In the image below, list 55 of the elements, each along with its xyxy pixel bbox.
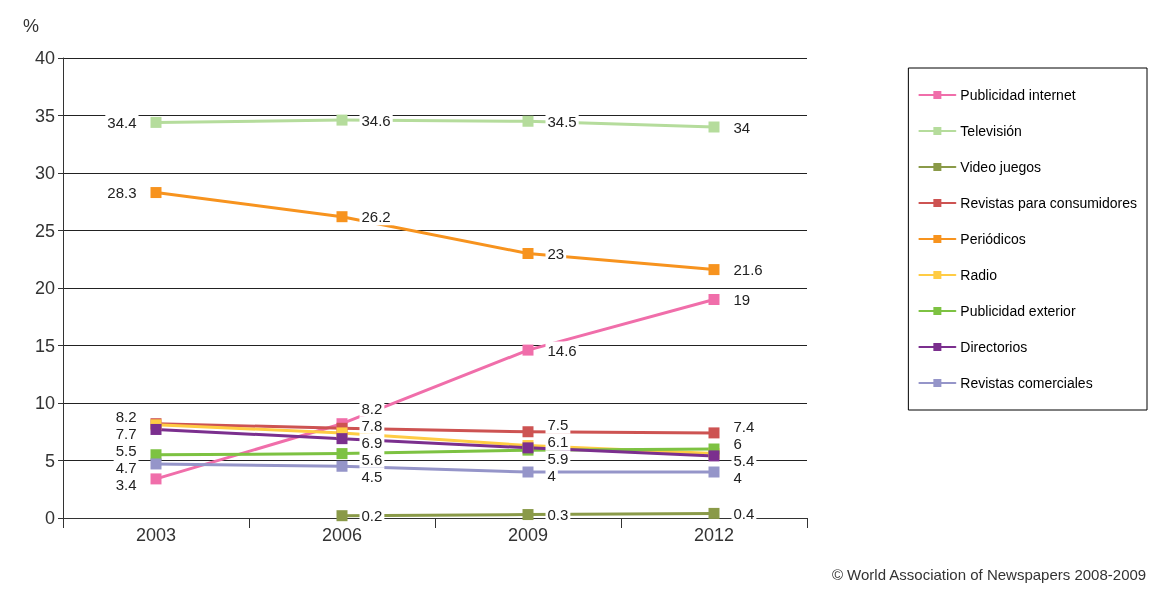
data-label: 21.6 [733,261,763,279]
legend-label: Revistas comerciales [960,375,1093,391]
legend-label: Publicidad exterior [960,303,1076,319]
data-label: 28.3 [107,184,137,202]
data-label: 8.2 [115,407,137,425]
data-label: 34.6 [361,111,391,129]
legend-label: Radio [960,267,998,283]
data-label: 7.8 [361,416,383,434]
data-label: 34 [733,118,751,136]
data-label: 4.5 [361,467,383,485]
data-label: 7.5 [547,416,569,434]
legend-label: Directorios [960,339,1028,355]
data-label: 7.4 [733,418,755,436]
y-tick-label: 40 [34,48,55,68]
y-tick-label: 35 [34,105,55,126]
data-label: 6.9 [361,433,383,451]
y-tick-label: 25 [34,220,55,241]
y-tick-label: 5 [44,450,55,471]
y-tick-label: 20 [34,278,55,298]
x-tick-label: 2012 [693,525,735,545]
data-label: 3.4 [115,475,137,493]
legend-label: Periódicos [960,231,1026,247]
data-label: 19 [733,291,751,308]
y-tick-label: 15 [34,335,55,356]
x-tick-label: 2009 [507,525,549,545]
data-label: 34.4 [107,113,137,131]
data-label: 5.9 [547,450,569,468]
data-label: 8.2 [361,399,383,417]
y-tick-label: 10 [34,393,55,413]
data-label: 7.7 [115,424,137,442]
x-tick-label: 2003 [135,525,177,545]
y-tick-label: 30 [34,163,55,183]
data-label: 0.4 [733,504,755,522]
legend-label: Publicidad internet [960,87,1076,103]
text: © World Association of Newspapers 2008-2009 [831,566,1147,583]
x-tick-label: 2006 [321,525,363,545]
legend-label: Televisión [960,123,1022,139]
data-label: 23 [547,245,565,262]
y-axis-title: % [23,16,40,36]
data-label: 5.5 [115,441,137,459]
data-label: 0.3 [547,506,569,524]
data-label: 26.2 [361,208,391,226]
data-label: 6 [733,435,742,453]
y-tick-label: 0 [44,508,55,528]
data-label: 5.6 [361,450,383,468]
data-label: 4 [733,469,742,487]
data-label: 5.4 [733,452,755,470]
data-label: 6.1 [547,433,569,451]
data-label: 0.2 [361,507,383,525]
data-label: 4.7 [115,458,137,476]
legend-label: Video juegos [960,159,1042,175]
data-label: 14.6 [547,341,577,359]
data-label: 4 [547,467,556,485]
legend-label: Revistas para consumidores [960,195,1138,211]
data-label: 34.5 [547,112,577,130]
